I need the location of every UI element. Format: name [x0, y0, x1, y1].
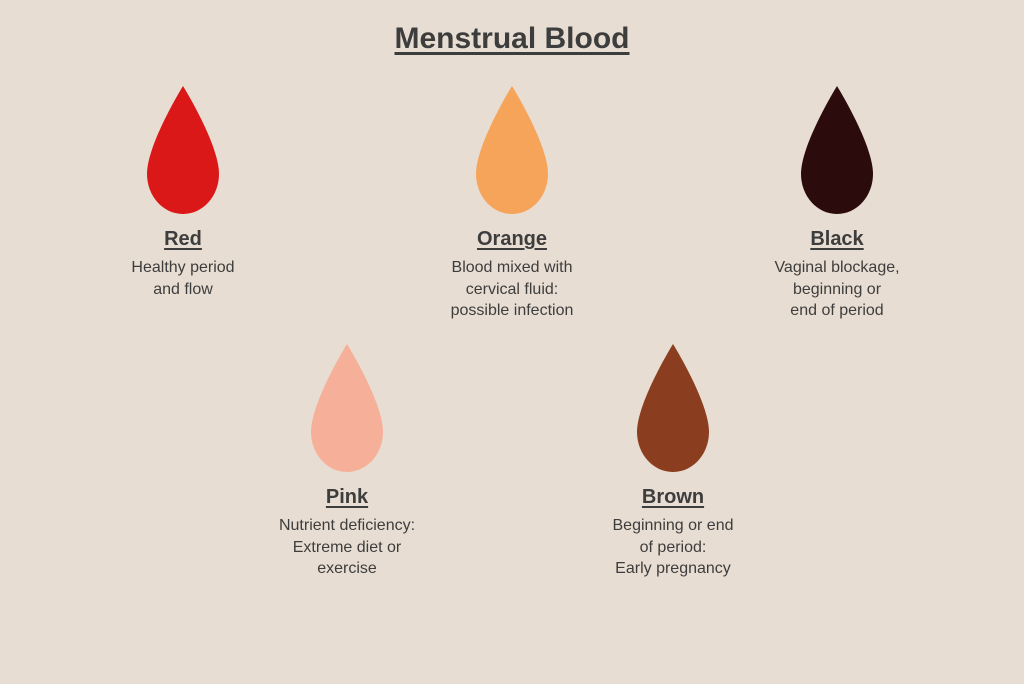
- drop-desc: Blood mixed with cervical fluid: possibl…: [451, 257, 574, 322]
- drop-item-orange: Orange Blood mixed with cervical fluid: …: [407, 86, 617, 322]
- drop-label: Brown: [642, 486, 704, 509]
- drop-desc-line: Healthy period: [131, 259, 234, 276]
- drop-desc-line: of period:: [640, 539, 707, 556]
- drop-desc-line: Extreme diet or: [293, 539, 401, 556]
- drop-desc-line: Nutrient deficiency:: [279, 517, 415, 534]
- drop-label: Black: [810, 228, 863, 251]
- drop-desc-line: end of period: [790, 302, 883, 319]
- drop-item-pink: Pink Nutrient deficiency: Extreme diet o…: [242, 344, 452, 580]
- drop-desc-line: Blood mixed with: [452, 259, 573, 276]
- drop-icon: [791, 86, 883, 214]
- drop-desc-line: possible infection: [451, 302, 574, 319]
- drop-desc-line: cervical fluid:: [466, 281, 558, 298]
- drop-desc-line: and flow: [153, 281, 213, 298]
- drop-item-red: Red Healthy period and flow: [78, 86, 288, 300]
- drop-desc: Beginning or end of period: Early pregna…: [613, 515, 734, 580]
- drop-desc-line: Vaginal blockage,: [774, 259, 899, 276]
- drop-label: Pink: [326, 486, 368, 509]
- page-title: Menstrual Blood: [394, 22, 629, 56]
- drop-desc-line: Beginning or end: [613, 517, 734, 534]
- drop-desc: Nutrient deficiency: Extreme diet or exe…: [279, 515, 415, 580]
- drop-icon: [466, 86, 558, 214]
- drop-label: Orange: [477, 228, 547, 251]
- drop-desc-line: Early pregnancy: [615, 560, 731, 577]
- drop-desc-line: beginning or: [793, 281, 881, 298]
- drop-desc: Healthy period and flow: [131, 257, 234, 300]
- drop-item-black: Black Vaginal blockage, beginning or end…: [732, 86, 942, 322]
- drop-icon: [301, 344, 393, 472]
- drop-label: Red: [164, 228, 202, 251]
- drop-item-brown: Brown Beginning or end of period: Early …: [568, 344, 778, 580]
- drop-icon: [137, 86, 229, 214]
- drop-icon: [627, 344, 719, 472]
- drop-desc-line: exercise: [317, 560, 377, 577]
- drop-desc: Vaginal blockage, beginning or end of pe…: [774, 257, 899, 322]
